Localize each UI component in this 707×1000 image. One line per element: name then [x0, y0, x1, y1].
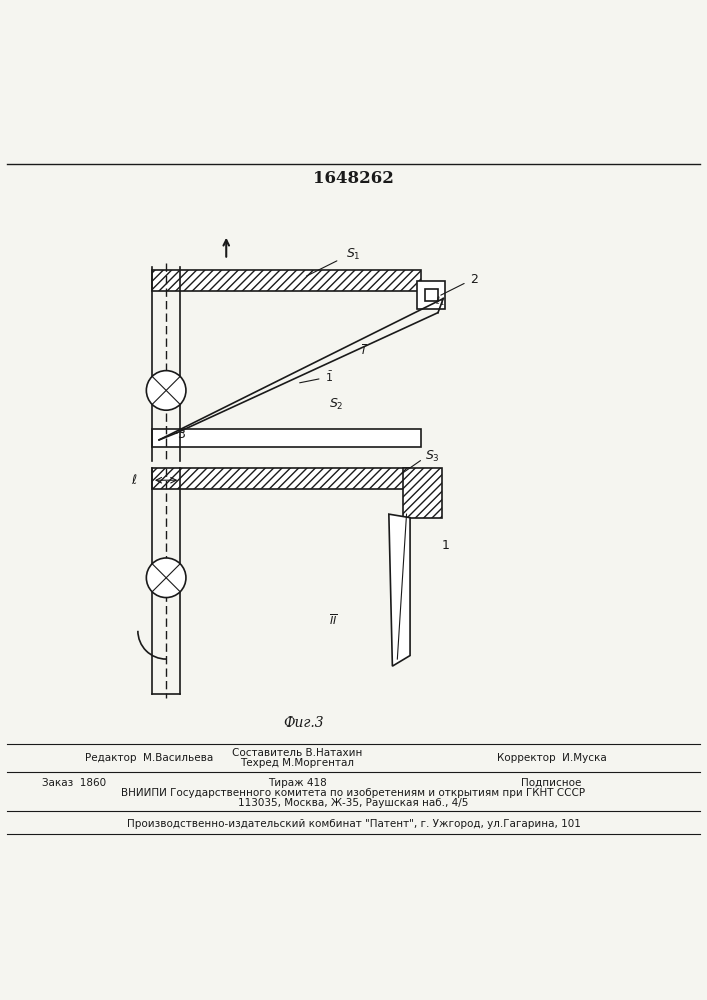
- Text: Фиг.3: Фиг.3: [284, 716, 325, 730]
- Text: $\ell$: $\ell$: [131, 473, 138, 487]
- Text: $S_1$: $S_1$: [346, 246, 361, 262]
- Text: $\overline{I}$: $\overline{I}$: [361, 342, 366, 357]
- FancyBboxPatch shape: [403, 468, 442, 518]
- Text: $S_2$: $S_2$: [329, 397, 344, 412]
- FancyBboxPatch shape: [417, 281, 445, 309]
- Text: Составитель В.Натахин: Составитель В.Натахин: [232, 748, 362, 758]
- Text: 113035, Москва, Ж-35, Раушская наб., 4/5: 113035, Москва, Ж-35, Раушская наб., 4/5: [238, 798, 469, 808]
- FancyBboxPatch shape: [152, 468, 410, 489]
- Text: $\bar{1}$: $\bar{1}$: [325, 370, 333, 384]
- Text: Тираж 418: Тираж 418: [267, 778, 327, 788]
- Text: $S_3$: $S_3$: [425, 449, 440, 464]
- Circle shape: [146, 558, 186, 598]
- Text: $\overline{II}$: $\overline{II}$: [329, 613, 337, 628]
- Polygon shape: [389, 514, 410, 666]
- Text: Подписное: Подписное: [521, 778, 582, 788]
- FancyBboxPatch shape: [152, 429, 421, 447]
- Text: ВНИИПИ Государственного комитета по изобретениям и открытиям при ГКНТ СССР: ВНИИПИ Государственного комитета по изоб…: [122, 788, 585, 798]
- Text: 1: 1: [442, 539, 450, 552]
- Text: 1648262: 1648262: [313, 170, 394, 187]
- Text: Техред М.Моргентал: Техред М.Моргентал: [240, 758, 354, 768]
- Text: $\ell_1$: $\ell_1$: [435, 294, 445, 308]
- Circle shape: [146, 371, 186, 410]
- FancyBboxPatch shape: [425, 289, 438, 301]
- Text: Производственно-издательский комбинат "Патент", г. Ужгород, ул.Гагарина, 101: Производственно-издательский комбинат "П…: [127, 819, 580, 829]
- FancyBboxPatch shape: [152, 270, 421, 291]
- Text: Корректор  И.Муска: Корректор И.Муска: [496, 753, 607, 763]
- Text: 2: 2: [470, 273, 478, 286]
- Text: 3: 3: [177, 428, 185, 441]
- Text: Заказ  1860: Заказ 1860: [42, 778, 107, 788]
- Text: Редактор  М.Васильева: Редактор М.Васильева: [85, 753, 213, 763]
